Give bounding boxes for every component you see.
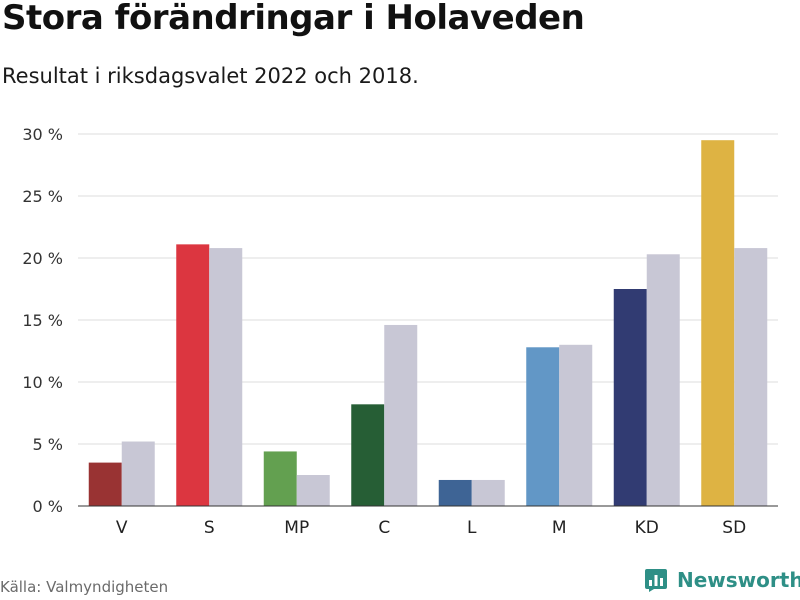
bar-2018-s [209, 248, 243, 506]
bar-2022-m [526, 347, 560, 506]
x-tick-label: KD [635, 518, 659, 538]
y-tick-label: 5 % [33, 435, 63, 454]
x-tick-label: C [378, 518, 390, 538]
bar-2022-v [88, 462, 122, 506]
x-tick-label: MP [284, 518, 309, 538]
bar-2018-m [559, 344, 593, 506]
bar-2018-c [384, 324, 418, 506]
bar-2018-mp [296, 475, 330, 506]
source-note: Källa: Valmyndigheten [0, 578, 169, 596]
y-tick-label: 20 % [22, 249, 63, 268]
x-tick-label: S [204, 518, 215, 538]
brand-name: Newsworthy [677, 568, 800, 592]
bar-2022-kd [613, 289, 647, 506]
bar-2018-l [471, 479, 505, 506]
x-tick-label: M [552, 518, 567, 538]
bar-2022-c [351, 404, 385, 506]
x-tick-label: L [467, 518, 477, 538]
bar-2022-sd [701, 140, 735, 506]
bar-2022-l [438, 479, 472, 506]
x-tick-label: V [116, 518, 128, 538]
x-tick-label: SD [722, 518, 746, 538]
bar-2018-sd [734, 248, 768, 506]
chart-title: Stora förändringar i Holaveden [2, 0, 585, 38]
y-tick-label: 25 % [22, 187, 63, 206]
bar-2022-s [176, 244, 210, 507]
brand-logo: Newsworthy [645, 568, 800, 592]
y-tick-label: 10 % [22, 373, 63, 392]
bar-2022-mp [263, 451, 297, 506]
y-tick-label: 0 % [33, 497, 63, 516]
y-tick-label: 15 % [22, 311, 63, 330]
bar-2018-kd [646, 254, 680, 506]
y-tick-label: 30 % [22, 125, 63, 144]
bar-chart-speech-bubble-icon [645, 569, 667, 592]
chart-subtitle: Resultat i riksdagsvalet 2022 och 2018. [2, 64, 419, 88]
bar-2018-v [121, 441, 155, 506]
